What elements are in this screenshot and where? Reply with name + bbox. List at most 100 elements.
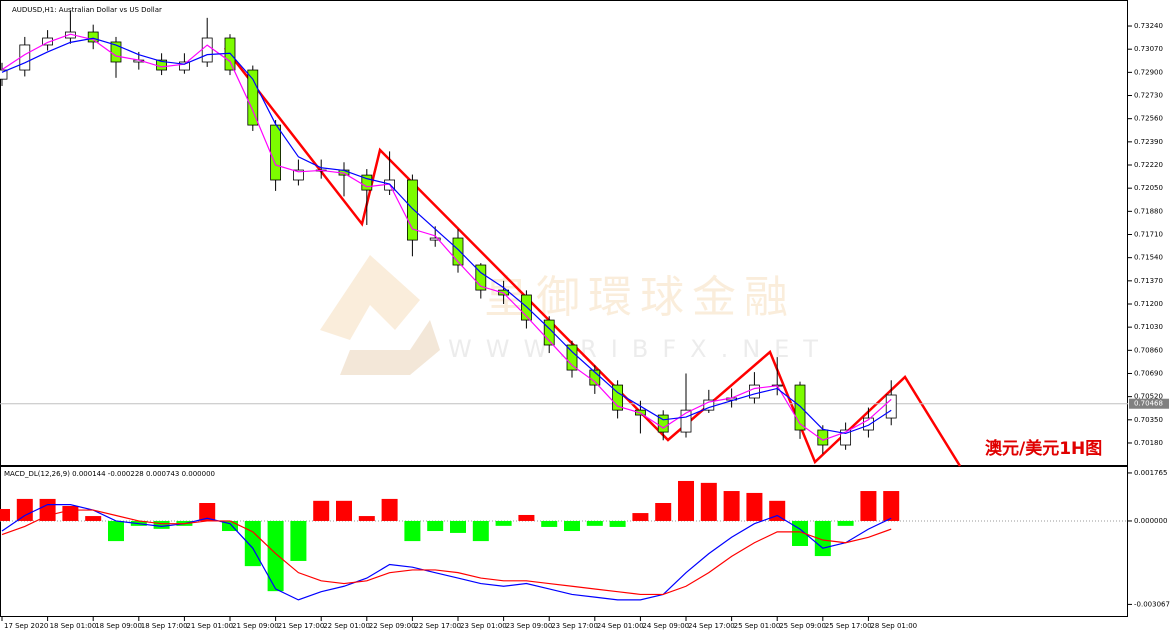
candle-body xyxy=(566,344,578,371)
candle-body xyxy=(794,384,806,431)
macd-bar xyxy=(427,520,444,532)
x-tick-label: 21 Sep 09:00 xyxy=(232,622,279,630)
candle-body xyxy=(475,264,487,291)
macd-bar xyxy=(609,520,626,527)
macd-bar xyxy=(404,520,421,542)
macd-bar xyxy=(381,498,398,521)
macd-bar xyxy=(472,520,489,542)
macd-bar xyxy=(313,500,330,521)
chart-title: AUDUSD,H1: Australian Dollar vs US Dolla… xyxy=(12,6,162,14)
trend-zigzag xyxy=(224,47,962,467)
y-tick-label: 0.72560 xyxy=(1134,115,1163,123)
macd-bar xyxy=(85,516,102,521)
candle-body xyxy=(612,384,624,411)
x-tick-label: 18 Sep 09:00 xyxy=(95,622,142,630)
y-tick-label: 0.71200 xyxy=(1134,300,1163,308)
x-tick-label: 22 Sep 01:00 xyxy=(323,622,370,630)
y-tick-label: 0.72900 xyxy=(1134,68,1163,76)
watermark-url: WWW.RIBFX.NET xyxy=(448,335,832,363)
line-series xyxy=(1,37,892,435)
y-tick-label: 0.70690 xyxy=(1134,369,1163,377)
x-tick-label: 25 Sep 09:00 xyxy=(779,622,826,630)
x-tick-label: 22 Sep 09:00 xyxy=(369,622,416,630)
macd-bar xyxy=(0,508,10,521)
line-series xyxy=(1,504,892,601)
y-tick-label: 0.72220 xyxy=(1134,161,1163,169)
candle-body xyxy=(247,69,259,126)
macd-bar xyxy=(107,520,124,542)
price-label: 0.70468 xyxy=(1134,400,1163,408)
x-tick-label: 18 Sep 01:00 xyxy=(50,622,97,630)
x-tick-label: 17 Sep 2020 xyxy=(4,622,48,630)
candle-body xyxy=(407,179,418,241)
candle-body xyxy=(749,384,760,399)
macd-bar xyxy=(267,520,284,592)
price-label-box xyxy=(1129,398,1169,409)
macd-bar xyxy=(62,505,79,521)
y-tick-label: 0.70350 xyxy=(1134,416,1163,424)
y-tick-label: 0.72730 xyxy=(1134,92,1163,100)
macd-bar xyxy=(450,520,467,533)
macd-bar xyxy=(290,520,307,561)
x-tick-label: 24 Sep 01:00 xyxy=(597,622,644,630)
macd-bar xyxy=(632,513,649,521)
candle-body xyxy=(270,124,282,181)
macd-bar xyxy=(153,520,170,529)
macd-bar xyxy=(541,520,558,527)
x-tick-label: 25 Sep 17:00 xyxy=(825,622,872,630)
macd-bar xyxy=(883,491,900,521)
y-tick-label: 0.71540 xyxy=(1134,254,1163,262)
line-series xyxy=(1,509,892,596)
macd-panel xyxy=(0,466,1128,617)
y-tick-label: 0.73070 xyxy=(1134,45,1163,53)
candle-body xyxy=(0,69,8,80)
x-tick-label: 24 Sep 17:00 xyxy=(688,622,735,630)
candle-body xyxy=(840,429,852,446)
candle-body xyxy=(201,37,213,63)
y-tick-label: -0.003067 xyxy=(1134,600,1170,608)
candle-body xyxy=(543,319,555,346)
candle-body xyxy=(680,409,692,433)
candle-body xyxy=(293,169,304,181)
y-tick-label: 0.70520 xyxy=(1134,393,1163,401)
candle-body xyxy=(429,237,441,241)
macd-bar xyxy=(700,482,717,521)
macd-bar xyxy=(16,498,33,521)
candle-body xyxy=(863,417,874,431)
x-tick-label: 23 Sep 09:00 xyxy=(506,622,553,630)
candle-body xyxy=(657,414,669,433)
y-tick-label: 0.70860 xyxy=(1134,346,1163,354)
macd-bar xyxy=(518,514,535,521)
y-tick-label: 0.71880 xyxy=(1134,207,1163,215)
macd-bar xyxy=(336,500,353,521)
x-tick-label: 21 Sep 01:00 xyxy=(186,622,233,630)
y-tick-label: 0.71370 xyxy=(1134,277,1163,285)
macd-bar xyxy=(495,520,512,526)
macd-title: MACD_DL(12,26,9) 0.000144 -0.000228 0.00… xyxy=(4,470,215,478)
macd-bar xyxy=(655,503,672,521)
x-tick-label: 22 Sep 17:00 xyxy=(414,622,461,630)
x-tick-label: 28 Sep 01:00 xyxy=(870,622,917,630)
macd-bar xyxy=(358,516,375,521)
watermark-logo xyxy=(320,255,420,340)
candle-body xyxy=(817,429,829,446)
x-tick-label: 24 Sep 09:00 xyxy=(642,622,689,630)
macd-bar xyxy=(723,491,740,521)
x-tick-label: 21 Sep 17:00 xyxy=(278,622,325,630)
x-tick-label: 18 Sep 17:00 xyxy=(141,622,188,630)
candle-body xyxy=(885,394,897,419)
y-tick-label: 0.001765 xyxy=(1134,469,1167,477)
macd-bar xyxy=(586,520,603,526)
y-tick-label: 0.73240 xyxy=(1134,22,1163,30)
y-tick-label: 0.71710 xyxy=(1134,230,1163,238)
macd-bar xyxy=(837,520,854,526)
x-tick-label: 23 Sep 17:00 xyxy=(551,622,598,630)
macd-bar xyxy=(678,480,695,521)
macd-bar xyxy=(746,492,763,521)
macd-bar xyxy=(769,500,786,521)
candle-body xyxy=(452,237,464,266)
y-tick-label: 0.71030 xyxy=(1134,323,1163,331)
macd-bar xyxy=(860,491,877,521)
